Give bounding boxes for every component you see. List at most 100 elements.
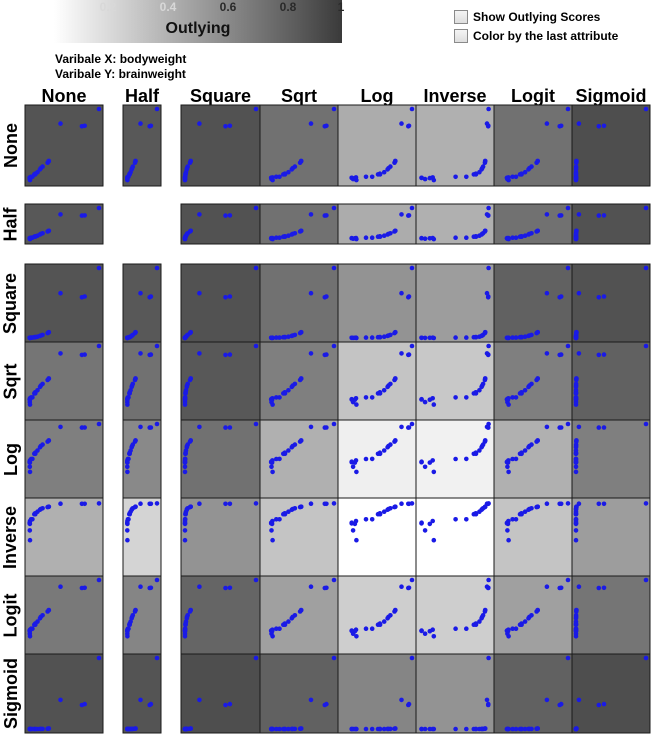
scatter-cell[interactable] <box>415 341 495 421</box>
scatter-cell[interactable] <box>180 104 261 187</box>
data-point <box>486 352 491 357</box>
scatter-cell[interactable] <box>493 104 573 187</box>
scatter-cell[interactable] <box>259 497 339 577</box>
scatter-cell[interactable] <box>180 341 261 421</box>
scatter-cell[interactable] <box>415 575 495 655</box>
scatter-cell[interactable] <box>571 419 651 499</box>
scatter-cell[interactable] <box>259 653 339 734</box>
scatter-cell[interactable] <box>24 263 104 343</box>
scatter-cell[interactable] <box>571 497 651 577</box>
data-point <box>482 158 488 164</box>
scatter-cell[interactable] <box>180 497 261 577</box>
scatter-cell[interactable] <box>337 104 417 187</box>
scatter-cell[interactable] <box>415 263 495 343</box>
scatter-cell[interactable] <box>571 341 651 421</box>
color-by-last-attribute-option[interactable]: Color by the last attribute <box>454 29 618 43</box>
scatter-cell[interactable] <box>571 263 651 343</box>
show-outlying-scores-option[interactable]: Show Outlying Scores <box>454 10 600 24</box>
data-point <box>58 697 63 703</box>
scatter-cell[interactable] <box>571 104 651 187</box>
scatter-cell[interactable] <box>415 497 495 577</box>
scatter-cell[interactable] <box>122 497 162 577</box>
scatter-cell[interactable] <box>415 104 495 187</box>
data-point <box>486 577 491 583</box>
scatter-cell[interactable] <box>571 203 651 245</box>
scatter-cell[interactable] <box>24 104 104 187</box>
scatter-cell[interactable] <box>122 653 162 734</box>
scatter-cell[interactable] <box>259 104 339 187</box>
scatter-cell[interactable] <box>24 419 104 499</box>
data-point <box>289 616 295 621</box>
cell-background <box>337 653 417 734</box>
data-point <box>504 459 510 465</box>
scatter-cell[interactable] <box>122 263 162 343</box>
scatter-cell[interactable] <box>337 419 417 499</box>
scatter-cell[interactable] <box>259 419 339 499</box>
scatter-cell[interactable] <box>571 653 651 734</box>
data-point <box>82 123 87 129</box>
data-point <box>182 628 188 633</box>
scatter-cell[interactable] <box>493 419 573 499</box>
data-point <box>324 123 329 129</box>
scatter-cell[interactable] <box>122 104 162 187</box>
data-point <box>58 501 63 507</box>
scatter-cell[interactable] <box>493 203 573 245</box>
scatter-cell[interactable] <box>493 341 573 421</box>
scatter-cell[interactable] <box>24 203 104 245</box>
scatter-cell[interactable] <box>24 653 104 734</box>
scatter-cell[interactable] <box>493 575 573 655</box>
data-point <box>643 421 649 427</box>
scatter-cell[interactable] <box>415 419 495 499</box>
scatter-cell[interactable] <box>571 575 651 655</box>
data-point <box>148 425 154 430</box>
data-point <box>409 343 415 349</box>
scatter-cell[interactable] <box>415 653 495 734</box>
data-point <box>331 343 337 349</box>
scatter-cell[interactable] <box>493 263 573 343</box>
show-outlying-scores-checkbox[interactable] <box>454 10 468 24</box>
scatter-cell[interactable] <box>24 497 104 577</box>
data-point <box>519 172 524 177</box>
scatter-cell[interactable] <box>493 653 573 734</box>
scatter-cell[interactable] <box>180 419 261 499</box>
scatter-cell[interactable] <box>337 263 417 343</box>
scatter-cell[interactable] <box>259 203 339 245</box>
scatter-cell[interactable] <box>337 497 417 577</box>
scatter-cell[interactable] <box>259 263 339 343</box>
data-point <box>573 444 579 450</box>
data-point <box>419 335 424 341</box>
scatter-cell[interactable] <box>24 575 104 655</box>
scatter-cell[interactable] <box>493 497 573 577</box>
scatter-cell[interactable] <box>259 575 339 655</box>
data-point <box>453 174 458 180</box>
scatter-cell[interactable] <box>180 203 261 245</box>
data-point <box>574 228 579 234</box>
legend-tick: 0.8 <box>279 0 297 14</box>
data-point <box>148 501 154 507</box>
data-point <box>277 517 282 522</box>
scatter-cell[interactable] <box>122 575 162 655</box>
color-by-last-attribute-checkbox[interactable] <box>454 29 468 43</box>
data-point <box>427 175 433 181</box>
scatter-cell[interactable] <box>259 341 339 421</box>
data-point <box>363 395 369 400</box>
scatter-cell[interactable] <box>180 575 261 655</box>
data-point <box>385 444 390 450</box>
scatter-cell[interactable] <box>337 653 417 734</box>
scatter-cell[interactable] <box>415 203 495 245</box>
scatter-cell[interactable] <box>337 203 417 245</box>
data-point <box>409 106 415 112</box>
data-point <box>535 329 540 335</box>
scatter-cell[interactable] <box>122 341 162 421</box>
scatter-cell[interactable] <box>180 263 261 343</box>
scatter-cell[interactable] <box>180 653 261 734</box>
data-point <box>381 388 387 393</box>
legend-tick: 1 <box>337 0 345 14</box>
data-point <box>385 167 390 172</box>
scatter-cell[interactable] <box>122 419 162 499</box>
scatter-cell[interactable] <box>337 341 417 421</box>
scatter-cell[interactable] <box>337 575 417 655</box>
data-point <box>464 726 469 732</box>
scatter-cell[interactable] <box>24 341 104 421</box>
